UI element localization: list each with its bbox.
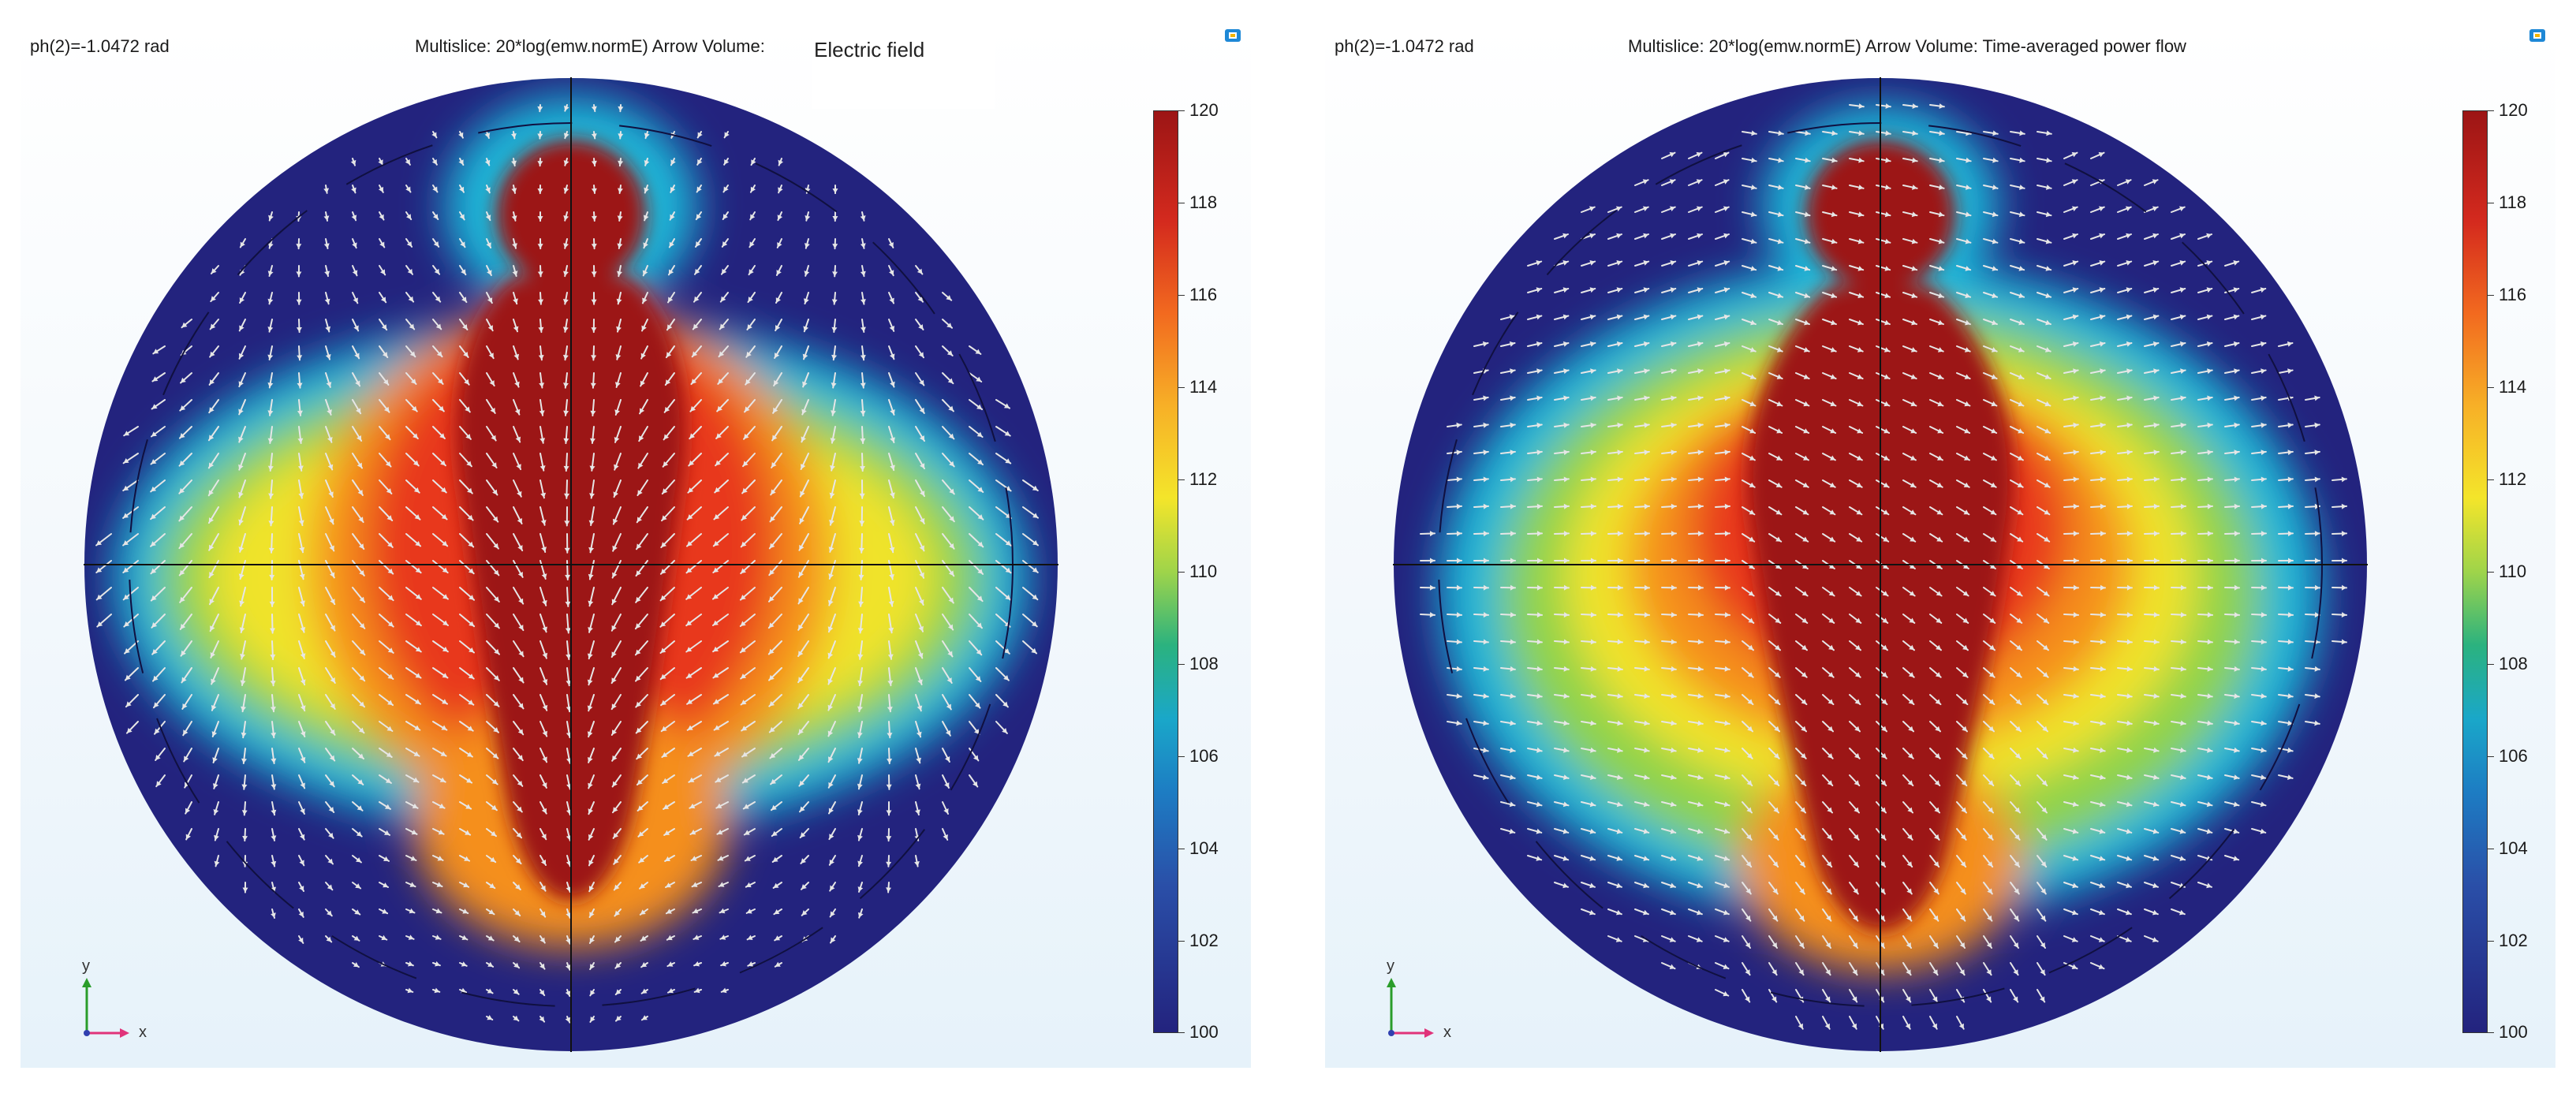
plot-panel-electric-field: ph(2)=-1.0472 rad Multislice: 20*log(emw…	[21, 25, 1251, 1068]
colorbar-tick: 102	[2499, 931, 2528, 950]
colorbar-tick: 120	[1189, 100, 1219, 120]
colorbar-tick: 100	[1189, 1022, 1219, 1042]
axis-label-y: y	[1387, 957, 1394, 975]
power-flow-arrows	[1420, 103, 2347, 1030]
colorbar-tick: 108	[2499, 654, 2528, 673]
axis-label-x: x	[139, 1024, 147, 1041]
colorbar-tick: 108	[1189, 654, 1219, 673]
overlay-label-electric-field: Electric field	[814, 38, 925, 62]
phase-label: ph(2)=-1.0472 rad	[1335, 36, 1474, 56]
colorbar-tick: 118	[2499, 192, 2527, 212]
phase-label: ph(2)=-1.0472 rad	[30, 36, 170, 56]
colorbar-tick: 116	[1189, 285, 1218, 304]
colorbar-tick: 110	[1189, 561, 1218, 581]
field-plot-power-flow	[1393, 77, 2368, 1052]
plot-panel-power-flow: ph(2)=-1.0472 rad Multislice: 20*log(emw…	[1325, 25, 2555, 1068]
electric-field-arrows	[95, 104, 1039, 1024]
colorbar-tick: 112	[2499, 469, 2527, 489]
colorbar-tick: 106	[2499, 746, 2528, 766]
axis-triad: y x	[50, 957, 147, 1044]
window-restore-icon[interactable]	[2529, 28, 2546, 43]
colorbar-tick: 106	[1189, 746, 1219, 766]
colorbar-tick: 118	[1189, 192, 1218, 212]
axis-label-x: x	[1443, 1024, 1451, 1041]
colorbar	[2462, 110, 2488, 1033]
colorbar-tick: 120	[2499, 100, 2528, 120]
colorbar-tick: 114	[2499, 377, 2527, 397]
axis-label-y: y	[82, 957, 90, 975]
title-overlay-box	[812, 32, 995, 109]
axis-triad: y x	[1355, 957, 1451, 1044]
colorbar-tick: 100	[2499, 1022, 2528, 1042]
colorbar-tick: 114	[1189, 377, 1218, 397]
colorbar-tick: 104	[2499, 838, 2528, 858]
window-restore-icon[interactable]	[1224, 28, 1241, 43]
plot-title: Multislice: 20*log(emw.normE) Arrow Volu…	[415, 36, 765, 56]
colorbar	[1153, 110, 1178, 1033]
colorbar-tick: 104	[1189, 838, 1219, 858]
colorbar-tick: 110	[2499, 561, 2527, 581]
colorbar-tick: 116	[2499, 285, 2527, 304]
colorbar-tick: 112	[1189, 469, 1218, 489]
plot-title: Multislice: 20*log(emw.normE) Arrow Volu…	[1628, 36, 2186, 56]
field-plot-electric	[84, 77, 1058, 1052]
colorbar-tick: 102	[1189, 931, 1219, 950]
